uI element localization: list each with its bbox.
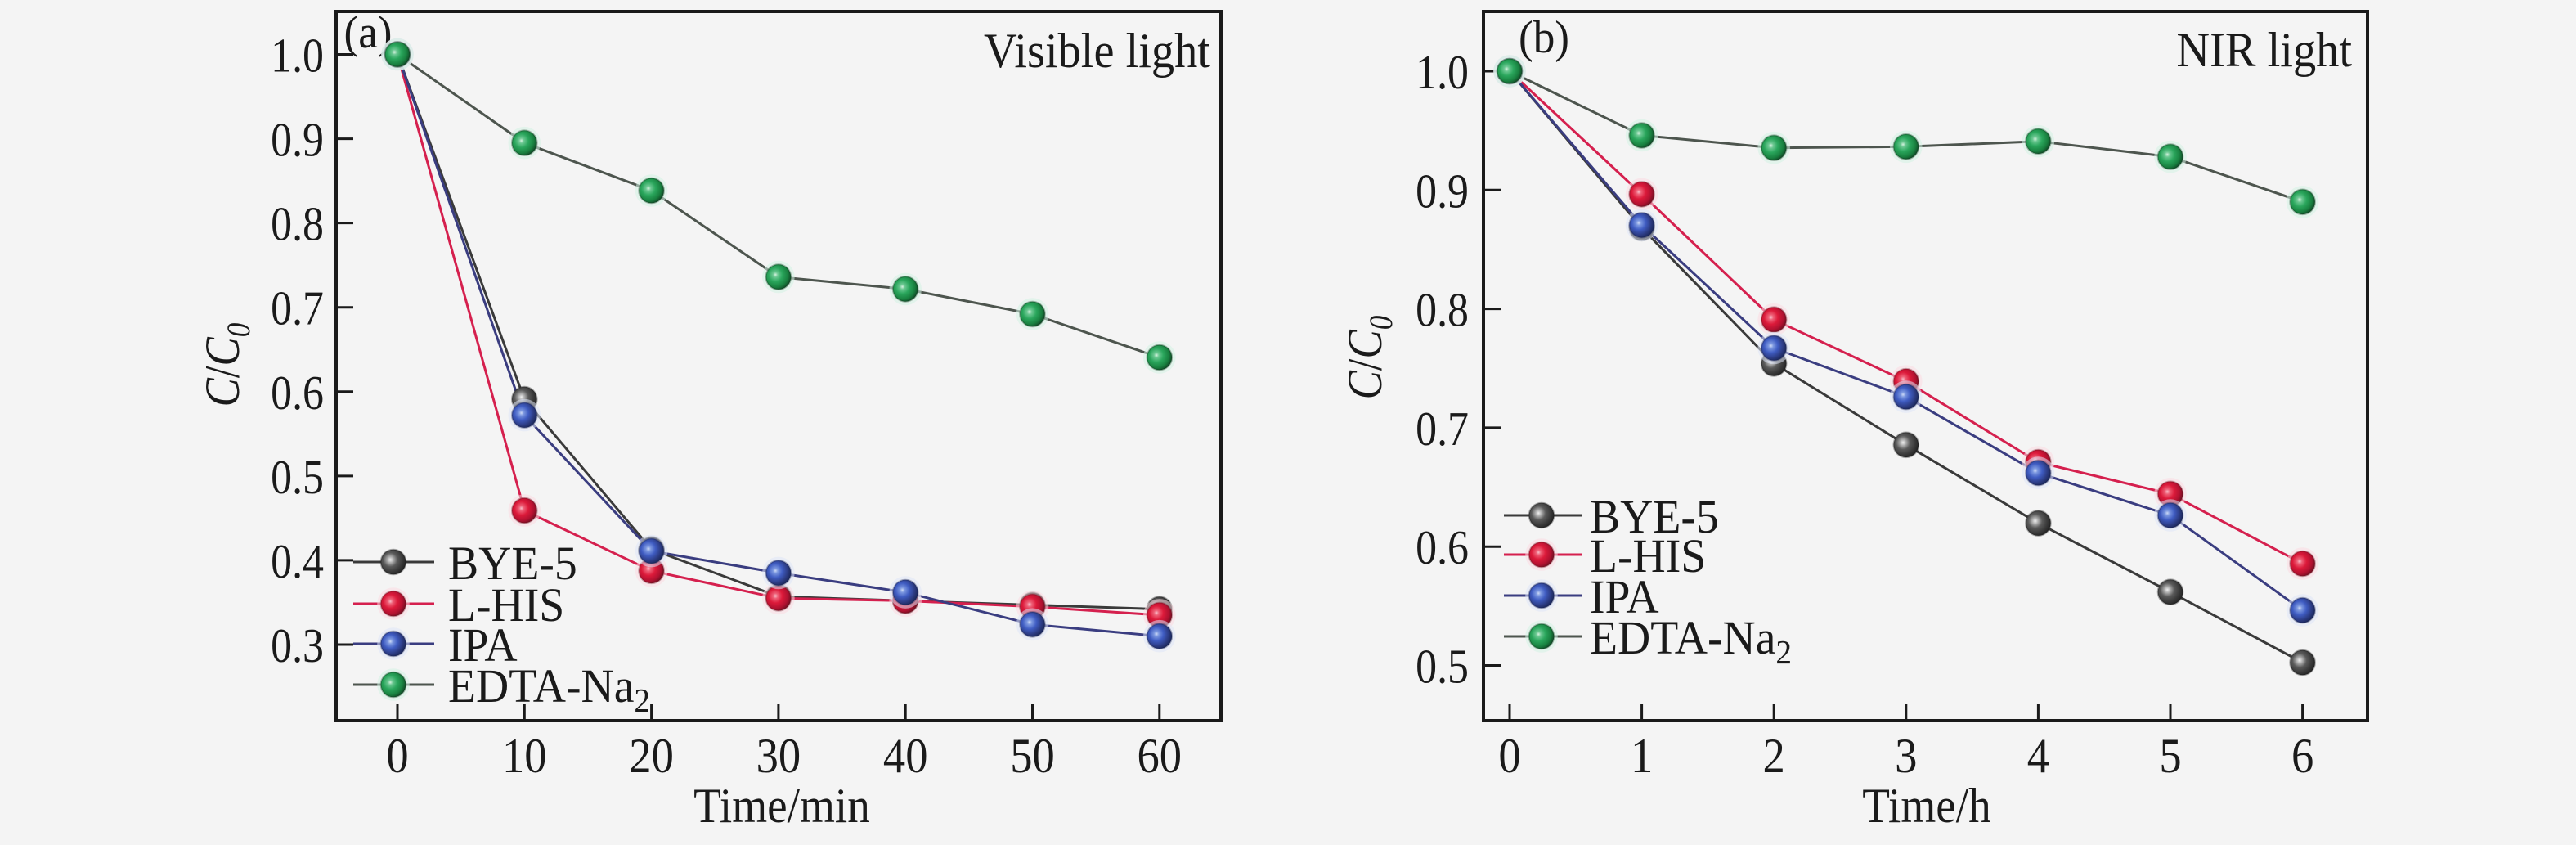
svg-text:1.0: 1.0: [1416, 46, 1469, 100]
svg-text:0: 0: [386, 730, 408, 784]
svg-text:EDTA-Na2: EDTA-Na2: [448, 660, 650, 719]
svg-text:(b): (b): [1519, 11, 1569, 63]
svg-text:40: 40: [883, 730, 928, 784]
svg-text:C/C0: C/C0: [1339, 315, 1400, 399]
svg-text:NIR light: NIR light: [2176, 22, 2352, 77]
svg-text:Time/min: Time/min: [693, 780, 870, 834]
svg-text:0.5: 0.5: [271, 451, 324, 505]
svg-text:0.6: 0.6: [1416, 521, 1469, 575]
svg-text:20: 20: [629, 730, 674, 784]
svg-text:BYE-5: BYE-5: [1590, 491, 1719, 543]
svg-text:0.5: 0.5: [1416, 640, 1469, 694]
svg-text:Time/h: Time/h: [1862, 780, 1991, 834]
svg-text:0.3: 0.3: [271, 619, 324, 673]
svg-text:0.6: 0.6: [271, 366, 324, 420]
svg-text:IPA: IPA: [1590, 571, 1659, 623]
svg-text:5: 5: [2159, 730, 2181, 784]
svg-text:50: 50: [1010, 730, 1055, 784]
svg-text:L-HIS: L-HIS: [1590, 530, 1706, 582]
svg-text:0.8: 0.8: [271, 198, 324, 252]
svg-text:0: 0: [1498, 730, 1520, 784]
svg-text:0.7: 0.7: [271, 282, 324, 336]
svg-text:0.7: 0.7: [1416, 402, 1469, 456]
svg-text:60: 60: [1138, 730, 1183, 784]
svg-text:3: 3: [1895, 730, 1917, 784]
svg-text:EDTA-Na2: EDTA-Na2: [1590, 612, 1792, 671]
svg-text:10: 10: [502, 730, 547, 784]
svg-text:Visible light: Visible light: [984, 23, 1210, 78]
svg-text:L-HIS: L-HIS: [448, 579, 564, 632]
svg-text:0.9: 0.9: [1416, 164, 1469, 218]
svg-text:C/C0: C/C0: [196, 322, 258, 407]
svg-text:2: 2: [1763, 730, 1785, 784]
svg-text:0.9: 0.9: [271, 114, 324, 168]
svg-text:1.0: 1.0: [271, 29, 324, 83]
svg-text:4: 4: [2027, 730, 2049, 784]
svg-text:IPA: IPA: [448, 619, 518, 672]
svg-text:1: 1: [1631, 730, 1653, 784]
svg-text:0.8: 0.8: [1416, 284, 1469, 338]
svg-text:0.4: 0.4: [271, 535, 324, 589]
svg-text:30: 30: [756, 730, 801, 784]
svg-text:6: 6: [2291, 730, 2313, 784]
svg-text:BYE-5: BYE-5: [448, 537, 577, 590]
